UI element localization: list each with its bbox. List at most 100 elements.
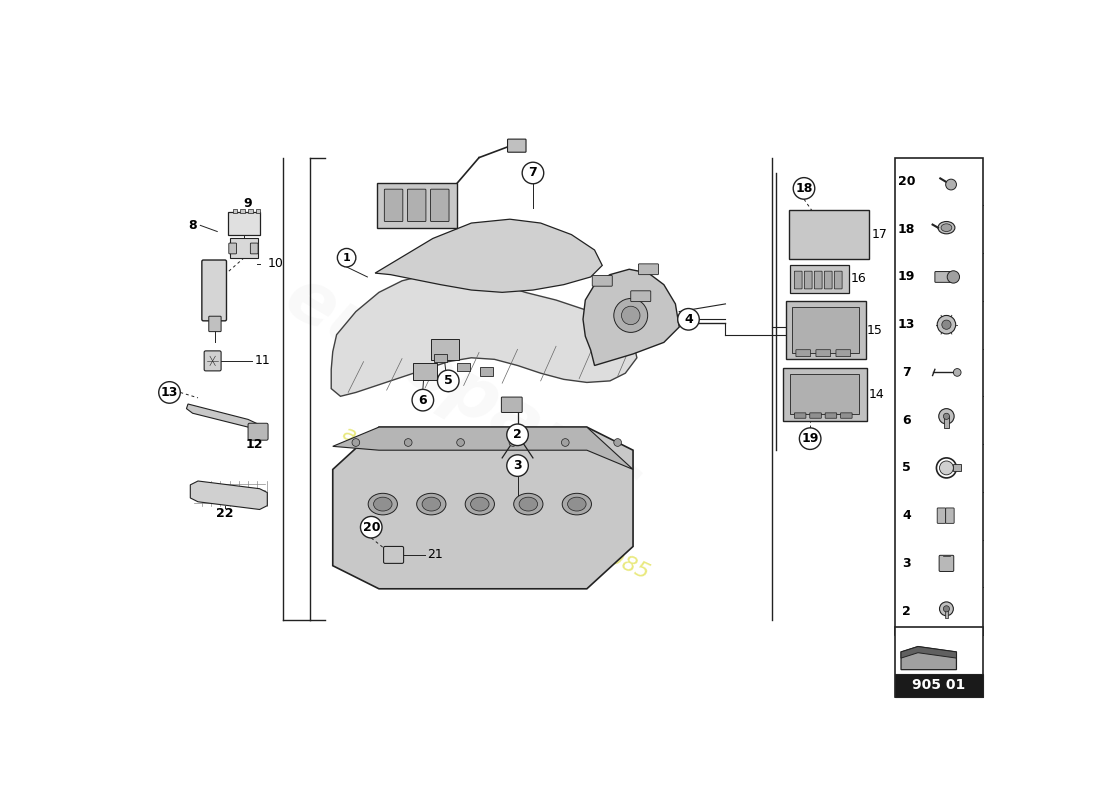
FancyBboxPatch shape [249, 423, 268, 440]
Polygon shape [332, 427, 634, 470]
FancyBboxPatch shape [507, 139, 526, 152]
Text: 20: 20 [363, 521, 379, 534]
FancyBboxPatch shape [937, 508, 946, 523]
Polygon shape [375, 219, 603, 292]
Bar [944, 415, 948, 428]
Circle shape [939, 602, 954, 616]
Text: 4: 4 [684, 313, 693, 326]
Circle shape [954, 369, 961, 376]
Circle shape [939, 461, 954, 475]
Ellipse shape [471, 497, 490, 511]
Ellipse shape [938, 222, 955, 234]
FancyBboxPatch shape [228, 212, 261, 235]
FancyBboxPatch shape [804, 271, 812, 289]
Polygon shape [901, 646, 957, 658]
Circle shape [561, 438, 569, 446]
Circle shape [938, 409, 954, 424]
FancyBboxPatch shape [638, 264, 659, 274]
FancyBboxPatch shape [407, 189, 426, 222]
Text: 20: 20 [898, 175, 915, 188]
Bar [945, 608, 948, 618]
FancyBboxPatch shape [792, 307, 859, 353]
Text: 5: 5 [902, 462, 911, 474]
Ellipse shape [562, 494, 592, 515]
FancyBboxPatch shape [835, 271, 843, 289]
FancyBboxPatch shape [790, 210, 869, 259]
Circle shape [412, 390, 433, 411]
FancyBboxPatch shape [810, 413, 822, 418]
Circle shape [438, 370, 459, 392]
Bar [249, 209, 253, 213]
Circle shape [158, 382, 180, 403]
Circle shape [944, 414, 949, 419]
Circle shape [507, 424, 528, 446]
Ellipse shape [568, 497, 586, 511]
FancyBboxPatch shape [935, 271, 952, 282]
Ellipse shape [422, 497, 440, 511]
FancyBboxPatch shape [202, 260, 227, 321]
FancyBboxPatch shape [630, 291, 651, 302]
Ellipse shape [374, 497, 392, 511]
FancyBboxPatch shape [946, 508, 954, 523]
Bar [895, 627, 983, 697]
FancyBboxPatch shape [458, 363, 470, 371]
Text: 3: 3 [902, 557, 911, 570]
FancyBboxPatch shape [785, 301, 866, 359]
Text: 14: 14 [869, 388, 884, 402]
Circle shape [338, 249, 356, 267]
Text: 18: 18 [898, 222, 915, 236]
Text: 12: 12 [245, 438, 263, 450]
Text: 11: 11 [254, 354, 270, 367]
Ellipse shape [514, 494, 543, 515]
Polygon shape [901, 646, 957, 670]
FancyBboxPatch shape [796, 350, 811, 357]
Text: 10: 10 [267, 258, 283, 270]
Text: 9: 9 [244, 198, 252, 210]
FancyBboxPatch shape [434, 354, 447, 362]
Circle shape [509, 438, 517, 446]
Text: 13: 13 [161, 386, 178, 399]
FancyBboxPatch shape [251, 243, 258, 254]
Ellipse shape [465, 494, 495, 515]
FancyBboxPatch shape [412, 363, 438, 380]
Polygon shape [583, 270, 680, 366]
Circle shape [456, 438, 464, 446]
Text: 905 01: 905 01 [912, 678, 966, 692]
Circle shape [678, 309, 700, 330]
Ellipse shape [519, 497, 538, 511]
FancyBboxPatch shape [939, 555, 954, 571]
Circle shape [614, 298, 648, 332]
FancyBboxPatch shape [790, 265, 849, 293]
Polygon shape [190, 481, 267, 510]
Text: 19: 19 [898, 270, 915, 283]
Bar [241, 209, 245, 213]
FancyBboxPatch shape [794, 271, 802, 289]
Text: 19: 19 [802, 432, 818, 445]
Circle shape [522, 162, 543, 184]
Bar [895, 158, 983, 635]
FancyBboxPatch shape [794, 413, 806, 418]
Text: 13: 13 [898, 318, 915, 331]
FancyBboxPatch shape [953, 465, 961, 471]
Text: 15: 15 [867, 323, 883, 337]
Text: 17: 17 [871, 228, 888, 241]
Circle shape [944, 606, 949, 612]
Circle shape [947, 270, 959, 283]
FancyBboxPatch shape [824, 271, 832, 289]
Text: europarts: europarts [272, 262, 652, 522]
Bar [233, 209, 238, 213]
Polygon shape [331, 273, 637, 396]
Circle shape [621, 306, 640, 325]
Text: 2: 2 [902, 605, 911, 618]
Text: 22: 22 [217, 507, 233, 520]
Text: 6: 6 [902, 414, 911, 426]
FancyBboxPatch shape [205, 351, 221, 371]
FancyBboxPatch shape [209, 316, 221, 332]
Ellipse shape [942, 224, 952, 231]
FancyBboxPatch shape [430, 189, 449, 222]
Circle shape [937, 315, 956, 334]
Ellipse shape [417, 494, 446, 515]
FancyBboxPatch shape [377, 183, 458, 229]
Text: 18: 18 [795, 182, 813, 195]
Text: 21: 21 [427, 549, 442, 562]
